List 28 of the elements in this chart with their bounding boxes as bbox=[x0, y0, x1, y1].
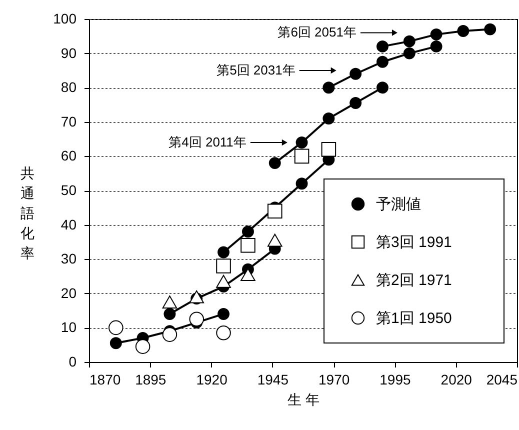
y-tick-label: 20 bbox=[60, 284, 77, 301]
x-tick-label: 1895 bbox=[135, 372, 166, 388]
y-tick-label: 60 bbox=[60, 148, 77, 164]
y-tick-label: 10 bbox=[60, 319, 77, 336]
y-tick-label: 30 bbox=[60, 250, 77, 267]
x-tick-label: 1920 bbox=[196, 372, 228, 388]
x-tick-label: 2045 bbox=[486, 372, 518, 388]
y-tick-label: 80 bbox=[60, 79, 77, 96]
x-tick-label: 1970 bbox=[318, 372, 350, 388]
y-axis-title: 共通語化率 bbox=[20, 164, 34, 261]
y-tick-label: 70 bbox=[60, 113, 77, 130]
annotation: 第4回 2011年 bbox=[168, 134, 246, 150]
legend-label: 予測値 bbox=[376, 196, 421, 213]
y-tick-label: 100 bbox=[53, 10, 77, 26]
legend-label: 第2回 1971 bbox=[376, 272, 452, 289]
y-tick-label: 40 bbox=[60, 216, 77, 232]
annotation: 第6回 2051年 bbox=[278, 24, 356, 40]
x-tick-label: 1995 bbox=[380, 372, 411, 388]
y-tick-label: 90 bbox=[60, 44, 77, 61]
x-axis-title: 生 年 bbox=[288, 392, 320, 408]
y-tick-label: 0 bbox=[68, 354, 77, 370]
x-tick-label: 2020 bbox=[440, 372, 472, 388]
y-tick-label: 50 bbox=[60, 182, 77, 198]
x-tick-label: 1870 bbox=[90, 372, 121, 388]
legend-label: 第3回 1991 bbox=[376, 234, 452, 251]
annotation: 第5回 2031年 bbox=[216, 62, 296, 78]
x-tick-label: 1945 bbox=[257, 372, 289, 388]
legend-label: 第1回 1950 bbox=[376, 310, 452, 327]
